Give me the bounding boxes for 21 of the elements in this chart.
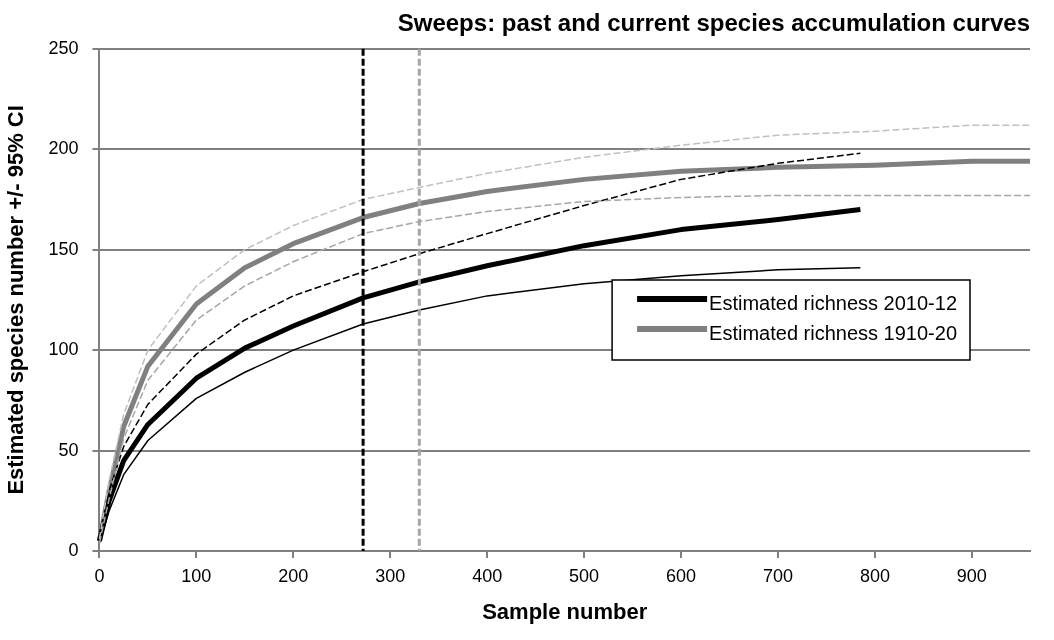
x-tick-label: 800 <box>859 565 890 586</box>
y-tick-label: 0 <box>68 539 79 560</box>
x-tick-label: 0 <box>94 565 105 586</box>
y-tick-label: 100 <box>48 339 79 360</box>
x-tick-label: 500 <box>569 565 600 586</box>
legend-label: Estimated richness 2010-12 <box>709 292 958 315</box>
x-tick-label: 600 <box>666 565 697 586</box>
x-tick-label: 700 <box>762 565 793 586</box>
y-tick-label: 50 <box>58 439 79 460</box>
y-tick-label: 250 <box>48 37 79 58</box>
y-tick-label: 150 <box>48 238 79 259</box>
x-tick-label: 900 <box>956 565 987 586</box>
x-tick-label: 200 <box>278 565 309 586</box>
chart-title: Sweeps: past and current species accumulation curves <box>397 9 1030 37</box>
x-axis-title: Sample number <box>482 598 648 624</box>
y-axis-title: Estimated species number +/- 95% CI <box>3 105 29 495</box>
x-tick-label: 100 <box>181 565 212 586</box>
legend-label: Estimated richness 1910-20 <box>709 322 958 345</box>
y-tick-label: 200 <box>48 138 79 159</box>
x-tick-label: 300 <box>375 565 406 586</box>
x-tick-label: 400 <box>472 565 503 586</box>
